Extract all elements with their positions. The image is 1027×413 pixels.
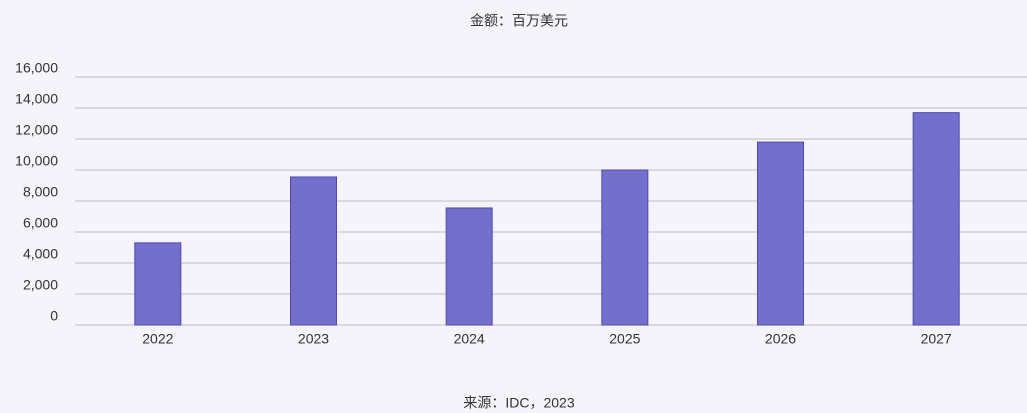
x-tick-label: 2025 [609,331,640,347]
source-note: 来源：IDC，2023 [463,395,574,411]
y-tick-label: 16,000 [15,60,58,76]
bar [601,169,649,326]
x-tick-label: 2022 [142,331,173,347]
x-tick-label: 2024 [454,331,485,347]
y-tick-label: 0 [50,308,58,324]
x-tick-label: 2023 [298,331,329,347]
x-tick-label: 2026 [765,331,796,347]
bar [912,112,960,326]
bar [134,242,182,326]
y-tick-label: 6,000 [23,215,58,231]
chart-title: 金额：百万美元 [470,13,568,29]
y-tick-label: 4,000 [23,246,58,262]
y-tick-label: 14,000 [15,91,58,107]
bar [290,176,337,326]
y-tick-label: 8,000 [23,184,58,200]
y-tick-label: 10,000 [15,153,58,169]
y-tick-label: 2,000 [23,277,58,293]
x-tick-label: 2027 [921,331,952,347]
bar [445,207,493,326]
y-tick-label: 12,000 [15,122,58,138]
bar [757,141,804,326]
